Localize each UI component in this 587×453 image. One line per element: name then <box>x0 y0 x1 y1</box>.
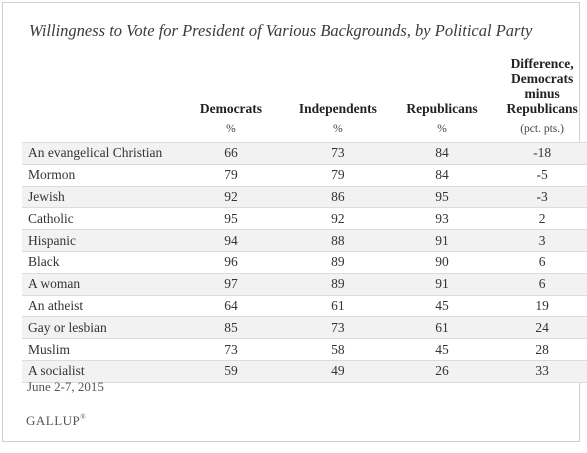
table-row: Catholic 95 92 93 2 <box>22 207 587 231</box>
unit-difference: (pct. pts.) <box>497 116 587 143</box>
cell-difference: 33 <box>497 360 587 383</box>
table-row: Hispanic 94 88 91 3 <box>22 229 587 252</box>
units-empty <box>22 116 173 143</box>
column-header-democrats: Democrats <box>199 101 263 116</box>
row-label: An atheist <box>22 295 173 318</box>
unit-independents: % <box>289 116 387 143</box>
row-label: Jewish <box>22 186 173 209</box>
table-row: Gay or lesbian 85 73 61 24 <box>22 316 587 340</box>
table-row: Jewish 92 86 95 -3 <box>22 186 587 209</box>
table-row: A woman 97 89 91 6 <box>22 273 587 296</box>
cell-democrats: 66 <box>172 142 290 165</box>
cell-independents: 61 <box>289 295 387 318</box>
cell-democrats: 79 <box>172 164 290 187</box>
cell-democrats: 73 <box>172 338 290 361</box>
cell-difference: 3 <box>497 229 587 252</box>
cell-republicans: 95 <box>386 186 498 209</box>
cell-republicans: 84 <box>386 164 498 187</box>
cell-independents: 73 <box>289 316 387 340</box>
row-header-empty <box>22 54 173 116</box>
cell-republicans: 61 <box>386 316 498 340</box>
row-label: Muslim <box>22 338 173 361</box>
row-label: An evangelical Christian <box>22 142 173 165</box>
cell-difference: 24 <box>497 316 587 340</box>
cell-independents: 86 <box>289 186 387 209</box>
units-row: % % % (pct. pts.) <box>22 116 587 143</box>
row-label: Gay or lesbian <box>22 316 173 340</box>
unit-republicans: % <box>386 116 498 143</box>
cell-republicans: 45 <box>386 295 498 318</box>
cell-republicans: 26 <box>386 360 498 383</box>
table-row: Mormon 79 79 84 -5 <box>22 164 587 187</box>
cell-democrats: 95 <box>172 207 290 231</box>
cell-democrats: 96 <box>172 251 290 274</box>
row-label: Black <box>22 251 173 274</box>
difference-header-line: minus <box>524 86 560 101</box>
cell-independents: 73 <box>289 142 387 165</box>
cell-difference: 2 <box>497 207 587 231</box>
difference-header-line: Democrats <box>510 71 574 86</box>
cell-democrats: 85 <box>172 316 290 340</box>
cell-republicans: 90 <box>386 251 498 274</box>
table-row: Black 96 89 90 6 <box>22 251 587 274</box>
data-table: Democrats Independents Republicans Diffe… <box>22 54 587 383</box>
header-row: Democrats Independents Republicans Diffe… <box>22 54 587 116</box>
cell-independents: 88 <box>289 229 387 252</box>
cell-difference: -3 <box>497 186 587 209</box>
row-label: A woman <box>22 273 173 296</box>
cell-republicans: 91 <box>386 273 498 296</box>
column-header-republicans: Republicans <box>406 101 478 116</box>
cell-republicans: 84 <box>386 142 498 165</box>
column-header-independents: Independents <box>298 101 377 116</box>
table-row: A socialist 59 49 26 33 <box>22 360 587 383</box>
row-label: Hispanic <box>22 229 173 252</box>
cell-difference: 6 <box>497 273 587 296</box>
cell-democrats: 59 <box>172 360 290 383</box>
difference-header-line: Republicans <box>506 101 578 116</box>
cell-independents: 58 <box>289 338 387 361</box>
cell-independents: 89 <box>289 251 387 274</box>
column-header-difference: Difference, Democrats minus Republicans <box>497 54 587 116</box>
cell-republicans: 91 <box>386 229 498 252</box>
logo-text: GALLUP <box>26 413 81 428</box>
row-label: Catholic <box>22 207 173 231</box>
cell-difference: -5 <box>497 164 587 187</box>
table-row: An evangelical Christian 66 73 84 -18 <box>22 142 587 165</box>
cell-difference: 6 <box>497 251 587 274</box>
row-label: A socialist <box>22 360 173 383</box>
unit-democrats: % <box>172 116 290 143</box>
cell-independents: 89 <box>289 273 387 296</box>
gallup-logo: GALLUP® <box>26 413 86 429</box>
table-row: An atheist 64 61 45 19 <box>22 295 587 318</box>
survey-date: June 2-7, 2015 <box>27 379 104 394</box>
trademark-mark: ® <box>80 413 87 421</box>
cell-difference: -18 <box>497 142 587 165</box>
cell-democrats: 97 <box>172 273 290 296</box>
cell-democrats: 92 <box>172 186 290 209</box>
cell-difference: 19 <box>497 295 587 318</box>
cell-independents: 79 <box>289 164 387 187</box>
cell-democrats: 94 <box>172 229 290 252</box>
difference-header-line: Difference, <box>510 56 574 71</box>
table-row: Muslim 73 58 45 28 <box>22 338 587 361</box>
cell-difference: 28 <box>497 338 587 361</box>
cell-democrats: 64 <box>172 295 290 318</box>
chart-title: Willingness to Vote for President of Var… <box>29 21 533 40</box>
row-label: Mormon <box>22 164 173 187</box>
cell-independents: 92 <box>289 207 387 231</box>
cell-republicans: 45 <box>386 338 498 361</box>
cell-independents: 49 <box>289 360 387 383</box>
cell-republicans: 93 <box>386 207 498 231</box>
